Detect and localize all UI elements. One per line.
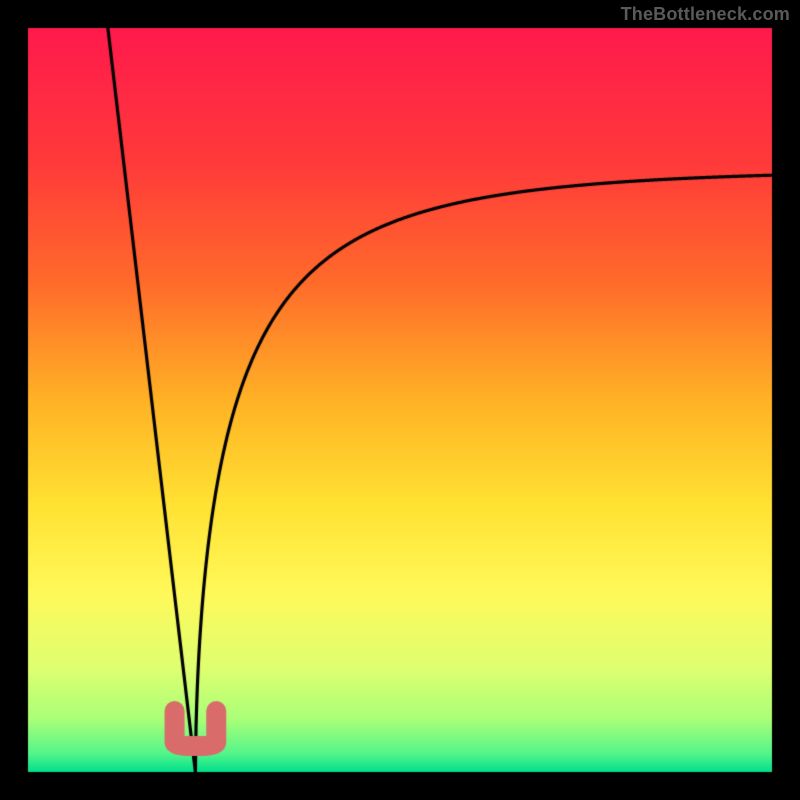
bottleneck-chart-canvas — [0, 0, 800, 800]
chart-container: TheBottleneck.com — [0, 0, 800, 800]
